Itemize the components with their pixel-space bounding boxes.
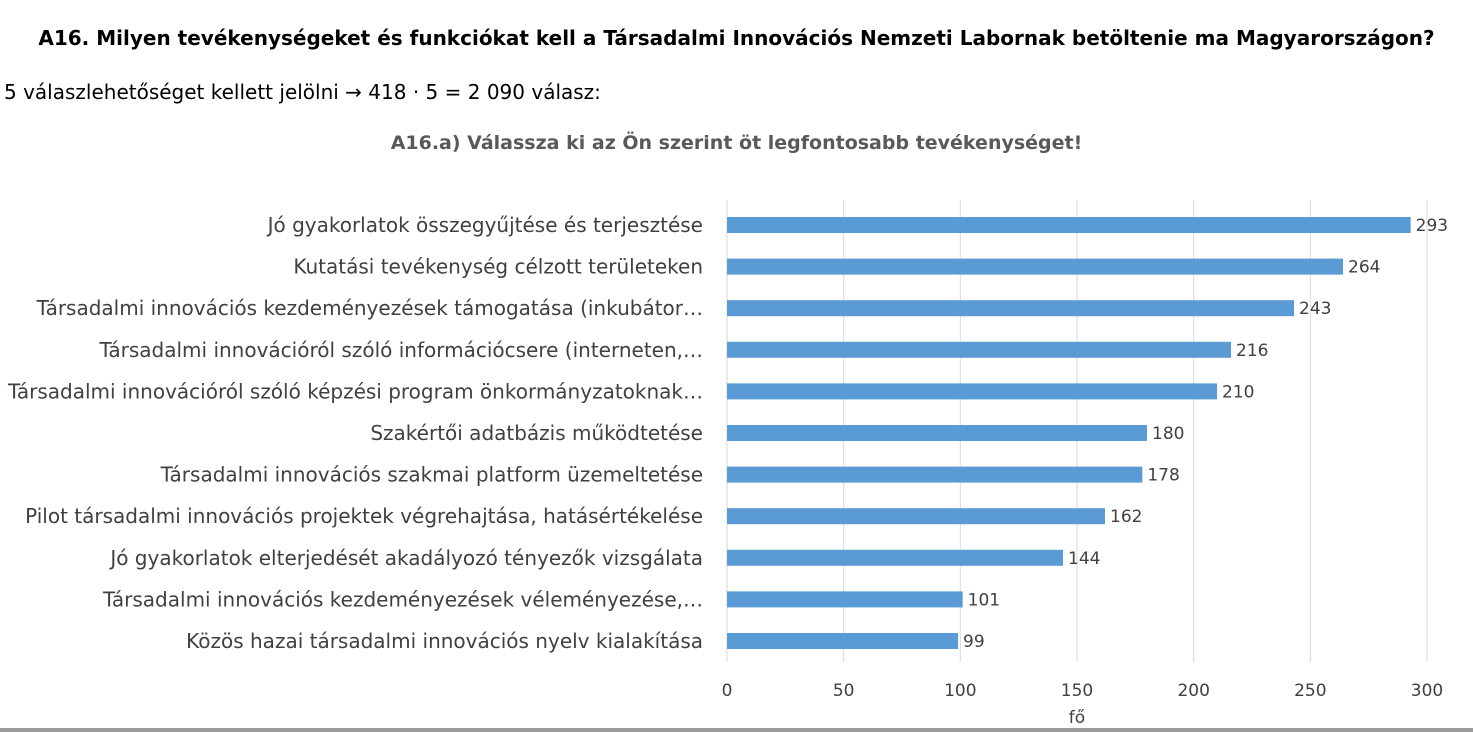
data-label: 144 (1068, 549, 1100, 569)
category-label: Közös hazai társadalmi innovációs nyelv … (186, 629, 703, 653)
bar (727, 258, 1343, 275)
data-label: 243 (1299, 299, 1331, 319)
data-label: 210 (1222, 382, 1254, 402)
data-label: 178 (1147, 466, 1179, 486)
x-tick-label: 100 (944, 681, 976, 701)
bar (727, 383, 1217, 400)
category-label: Jó gyakorlatok elterjedését akadályozó t… (108, 546, 703, 570)
category-label: Társadalmi innovációról szóló információ… (98, 338, 703, 362)
bar (727, 508, 1105, 525)
x-tick-label: 300 (1411, 681, 1443, 701)
category-label: Társadalmi innovációs szakmai platform ü… (160, 463, 703, 487)
chart-title: A16.a) Válassza ki az Ön szerint öt legf… (390, 132, 1083, 154)
category-label: Társadalmi innovációról szóló képzési pr… (7, 379, 703, 403)
category-label: Jó gyakorlatok összegyűjtése és terjeszt… (266, 213, 703, 237)
x-tick-label: 150 (1061, 681, 1093, 701)
data-label: 264 (1348, 258, 1380, 278)
bottom-divider (0, 728, 1473, 732)
category-label: Kutatási tevékenység célzott területeken (293, 255, 703, 279)
data-label: 99 (963, 632, 985, 652)
bar (727, 425, 1147, 441)
data-label: 216 (1236, 341, 1268, 361)
data-label: 101 (968, 590, 1000, 610)
response-count-line: 5 válaszlehetőséget kellett jelölni → 41… (4, 80, 601, 104)
category-label: Társadalmi innovációs kezdeményezések tá… (36, 296, 703, 320)
data-label: 180 (1152, 424, 1184, 444)
bar (727, 217, 1411, 233)
x-tick-label: 250 (1294, 681, 1326, 701)
bar (727, 633, 958, 649)
question-title: A16. Milyen tevékenységeket és funkcióka… (38, 26, 1435, 50)
bar (727, 341, 1231, 358)
bar (727, 300, 1294, 317)
bar (727, 549, 1063, 566)
category-label: Társadalmi innovációs kezdeményezések vé… (102, 587, 703, 611)
data-label: 162 (1110, 507, 1142, 527)
category-label: Szakértői adatbázis működtetése (370, 421, 703, 445)
x-tick-label: 0 (722, 681, 733, 701)
x-tick-label: 200 (1177, 681, 1209, 701)
category-label: Pilot társadalmi innovációs projektek vé… (25, 504, 703, 528)
data-label: 293 (1416, 216, 1448, 236)
bar (727, 466, 1143, 483)
x-tick-label: 50 (833, 681, 855, 701)
bar (727, 591, 963, 608)
x-axis-label: fő (1069, 708, 1085, 728)
